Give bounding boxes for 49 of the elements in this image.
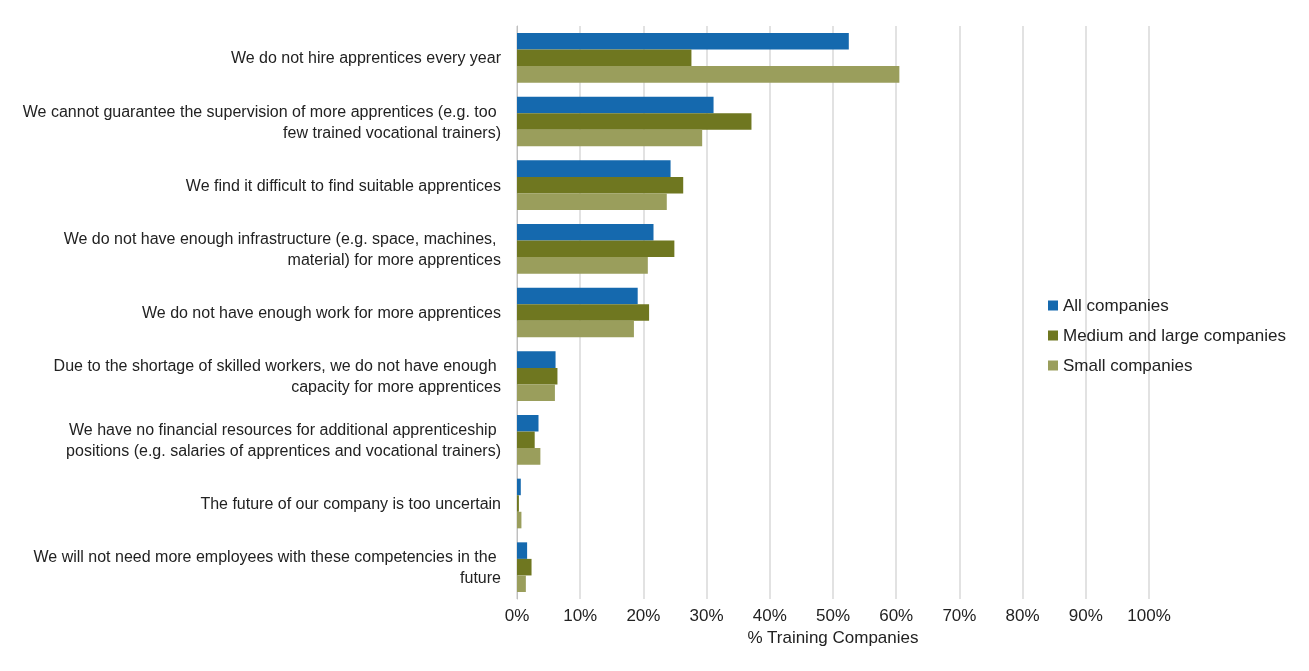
x-tick-label: 50% xyxy=(815,606,851,625)
bar xyxy=(517,33,849,50)
y-tick-label: We do not have enough work for more apprentices xyxy=(141,304,501,321)
bar xyxy=(517,367,558,385)
x-tick-label: 90% xyxy=(1068,606,1103,625)
y-tick-label: We do not hire apprentices every year xyxy=(230,49,502,67)
bar xyxy=(517,257,648,274)
bar xyxy=(517,542,528,559)
x-tick-label: 20% xyxy=(626,606,661,625)
bar xyxy=(517,113,752,130)
x-axis-title: % Training Companies xyxy=(747,627,919,647)
x-tick-label: 60% xyxy=(879,606,914,625)
bar xyxy=(517,415,539,432)
y-tick-label: Due to the shortage of skilled workers, we do not have enough capacity for more apprentices xyxy=(53,357,501,396)
bar xyxy=(517,558,532,576)
bar xyxy=(517,287,638,305)
x-tick-label: 0% xyxy=(504,606,530,625)
bar xyxy=(517,384,555,401)
x-tick-label: 70% xyxy=(942,606,977,625)
bar xyxy=(517,49,692,67)
bar xyxy=(517,575,526,592)
y-tick-label: We have no financial resources for additional apprenticeship positions (e.g. salaries of apprentices and vocational trainers) xyxy=(66,420,501,459)
y-tick-label: We do not have enough infrastructure (e.g. space, machines, material) for more apprentices xyxy=(63,229,501,268)
y-tick-label: We will not need more employees with these competencies in the future xyxy=(33,548,502,587)
bar xyxy=(517,448,541,465)
bar xyxy=(517,240,675,258)
y-tick-label: The future of our company is too uncertain xyxy=(200,495,501,512)
legend-label: Medium and large companies xyxy=(1062,326,1287,345)
x-tick-label: 30% xyxy=(689,606,724,625)
legend-label: Small companies xyxy=(1062,356,1193,375)
bar xyxy=(517,193,667,210)
bar xyxy=(517,176,684,194)
y-tick-label: We find it difficult to find suitable apprentices xyxy=(185,176,501,194)
bar xyxy=(517,431,535,449)
bar xyxy=(517,160,671,177)
bar xyxy=(517,96,714,114)
x-tick-label: 10% xyxy=(563,606,598,625)
x-tick-label: 100% xyxy=(1127,606,1171,625)
x-tick-label: 80% xyxy=(1005,606,1040,625)
bar xyxy=(517,304,650,321)
bar xyxy=(517,224,654,241)
x-tick-label: 40% xyxy=(752,606,787,625)
bar xyxy=(517,66,900,83)
bar xyxy=(517,478,521,496)
bar xyxy=(517,351,556,368)
y-tick-label: We cannot guarantee the supervision of more apprentices (e.g. too few trained vocational trainers) xyxy=(22,102,501,141)
bar xyxy=(517,320,634,338)
legend-label: All companies xyxy=(1062,296,1169,315)
bar xyxy=(517,129,703,147)
